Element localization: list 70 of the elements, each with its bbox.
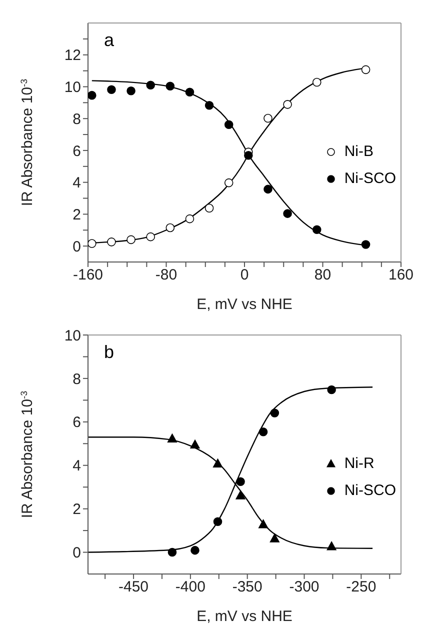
point [88,90,96,100]
point [126,235,136,244]
y-tick-label: 10 [64,327,81,344]
point [224,120,234,130]
x-tick-label: -400 [175,578,206,596]
annotation: b [104,342,114,363]
y-tick-label: 6 [72,414,81,432]
point [212,458,223,468]
point [185,88,194,97]
x-tick-label: 0 [240,266,249,284]
point [258,519,268,528]
point [190,546,200,555]
y-tick-label: 2 [72,501,81,518]
point [264,184,272,194]
point [326,541,336,550]
y-tick-label: 0 [72,238,81,256]
point [312,225,322,234]
point [146,80,155,90]
annotation: a [104,30,114,51]
point [361,65,370,74]
point [283,209,292,218]
point [283,100,292,109]
point [126,86,136,96]
legend-label: Ni-B [344,143,374,160]
point [204,204,214,213]
point [213,517,222,526]
point [224,178,234,188]
point [361,240,370,249]
y-tick-label: 2 [72,206,81,224]
point [146,232,155,242]
point [204,100,214,110]
y-tick-label: 6 [72,142,81,160]
legend-label: Ni-R [344,455,374,472]
x-tick-label: -250 [346,578,376,596]
y-tick-label: 12 [64,47,81,64]
x-tick-label: -160 [72,266,104,284]
point [88,239,96,248]
legend-label: Ni-SCO [344,482,396,499]
x-axis-title: E, mV vs NHE [196,296,292,313]
point [270,534,280,542]
x-tick-label: -300 [289,578,320,596]
x-tick-label: -350 [232,578,262,596]
y-tick-label: 8 [72,370,81,388]
y-tick-label: 4 [72,174,81,192]
point [270,408,280,418]
point [327,385,336,394]
x-tick-label: 80 [314,266,332,284]
legend-label: Ni-SCO [344,170,396,187]
point [244,151,253,160]
point [236,490,246,500]
y-tick-label: 4 [72,458,81,475]
y-tick-label: 0 [72,544,81,562]
point [264,114,272,123]
point [166,223,175,232]
point [312,78,322,87]
point [190,440,200,449]
point [107,85,116,94]
point [258,428,268,436]
point [107,238,116,246]
point [167,434,178,442]
point [168,548,177,557]
x-tick-label: -80 [155,266,178,284]
x-tick-label: -450 [118,578,149,596]
y-tick-label: 10 [64,79,81,96]
y-tick-label: 8 [72,110,81,128]
x-tick-label: 160 [388,266,414,284]
point [185,214,194,224]
x-axis-title: E, mV vs NHE [196,608,292,625]
point [236,477,245,486]
point [166,82,175,90]
